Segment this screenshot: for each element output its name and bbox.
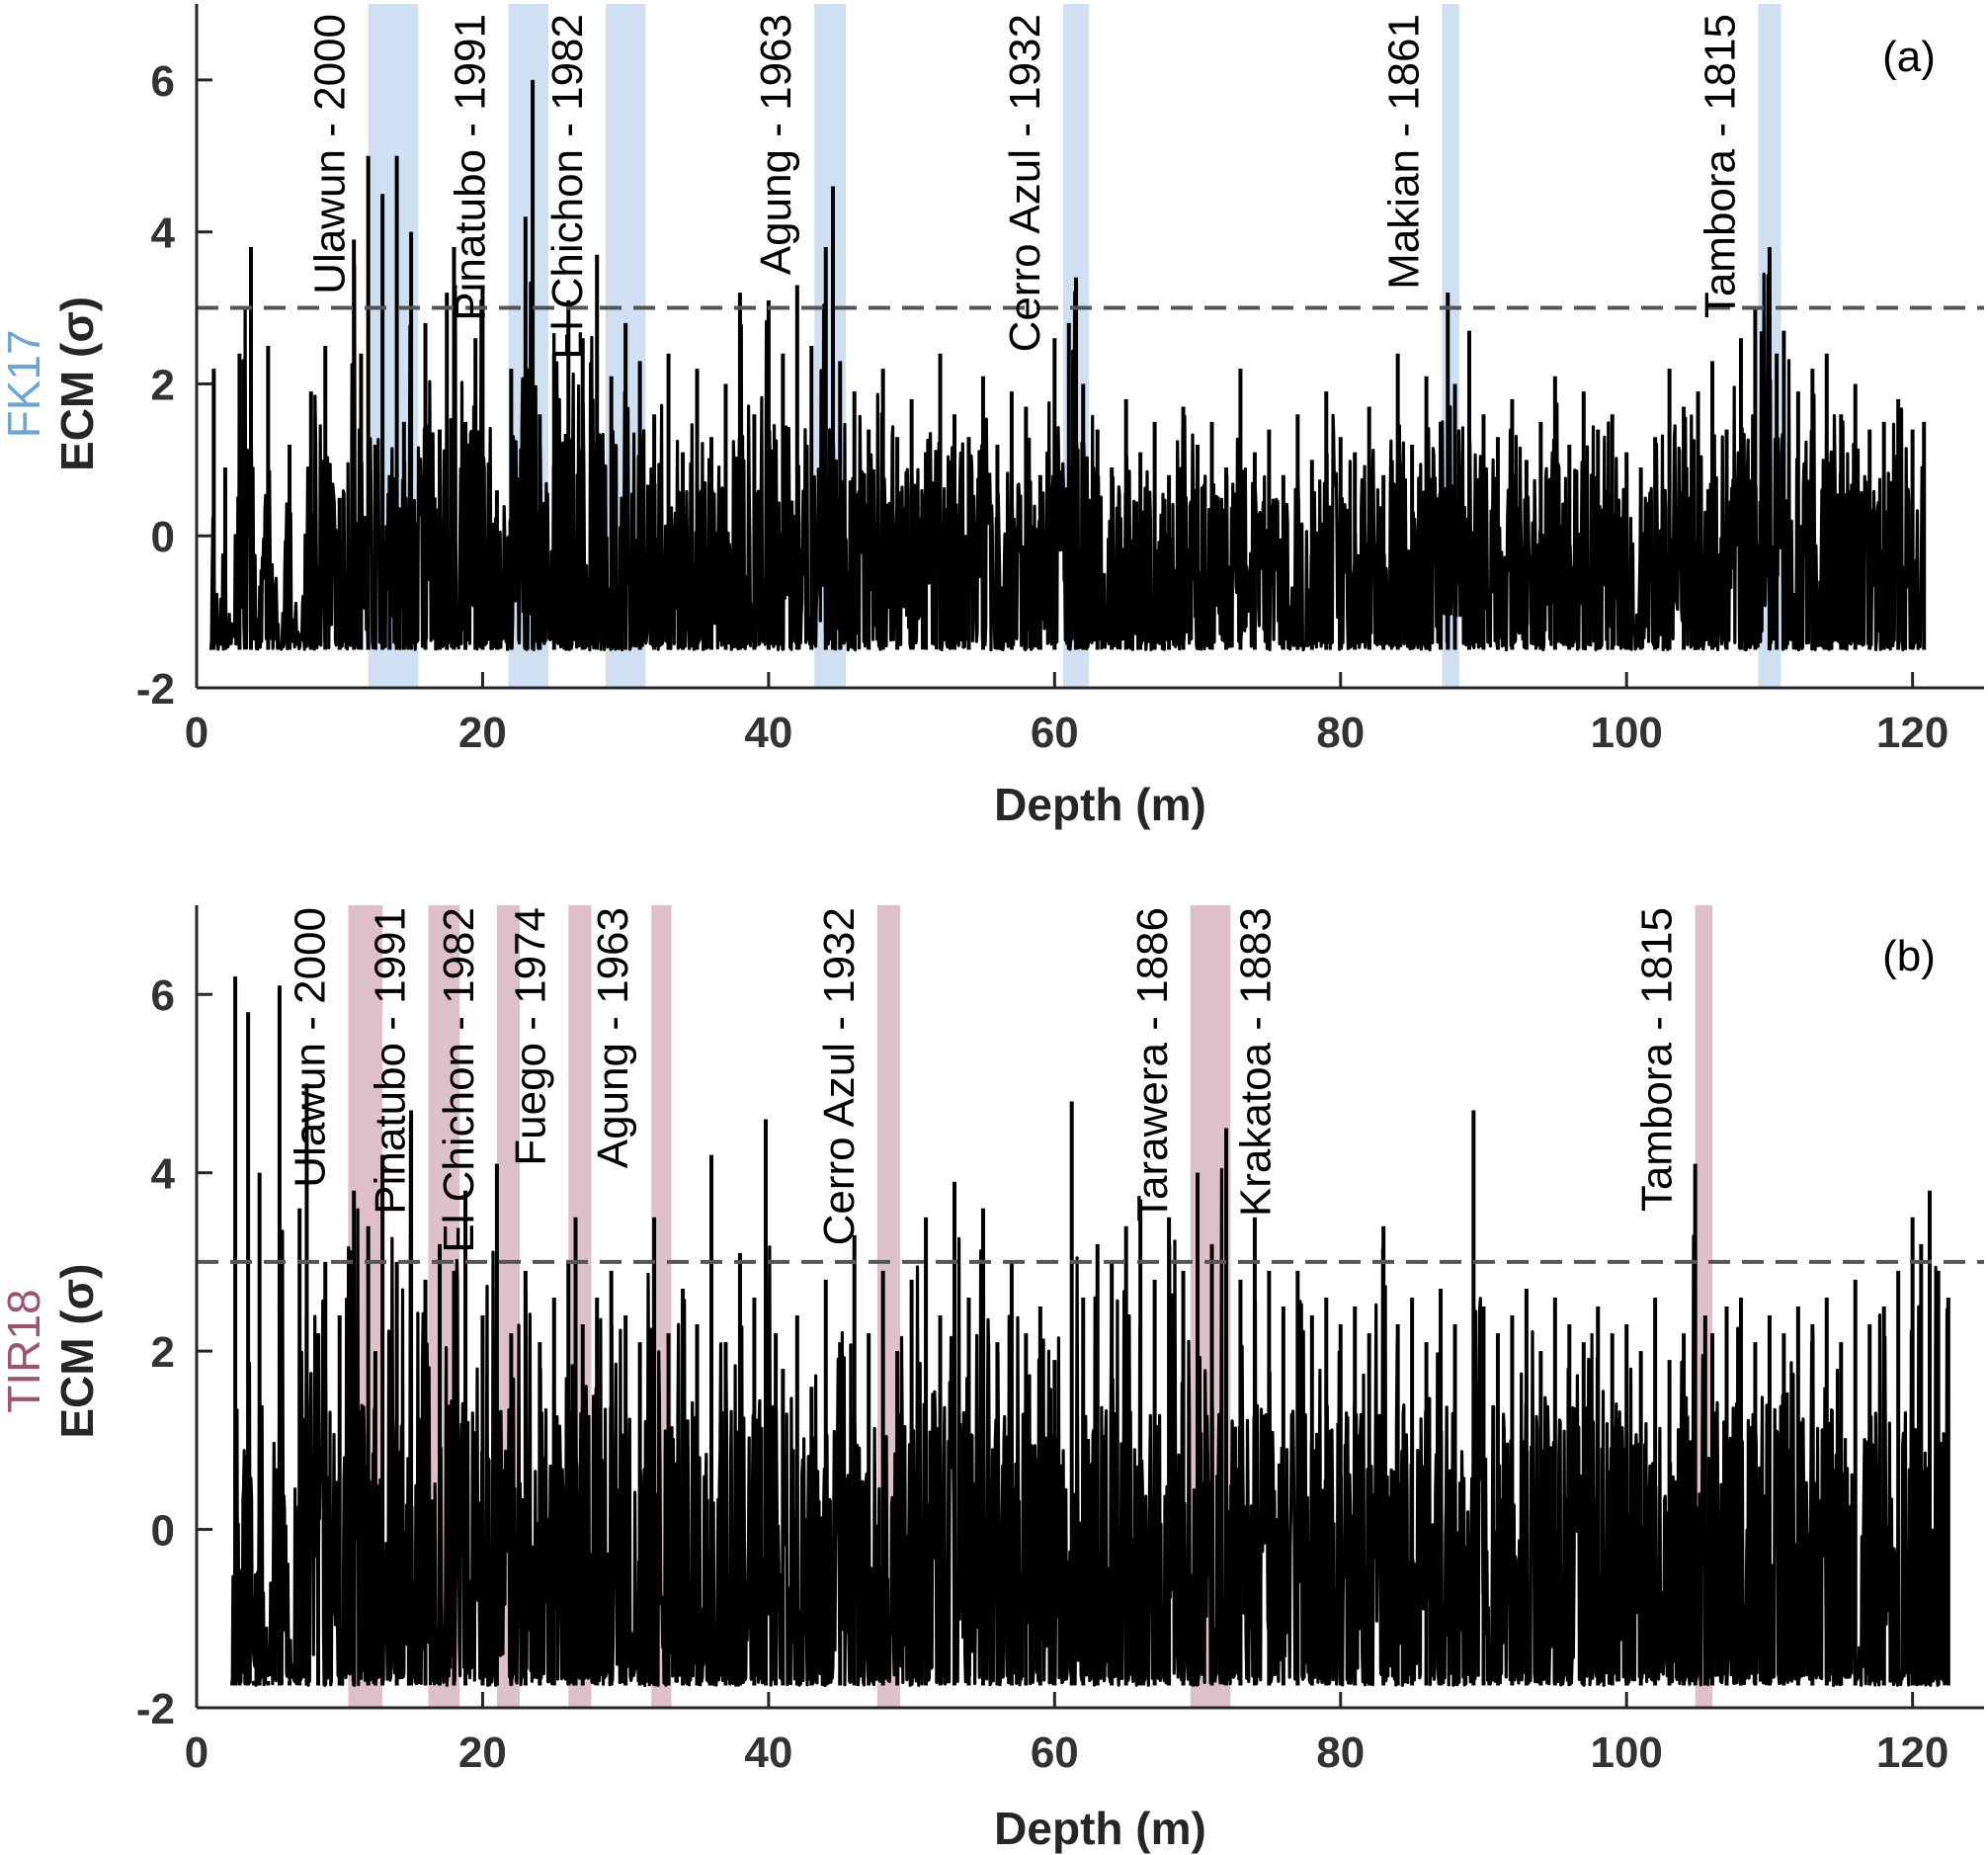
- panel-a-event-label: Agung - 1963: [752, 14, 800, 275]
- panel-a-xtick-label: 60: [1031, 709, 1079, 757]
- panel-b-xtick-label: 40: [744, 1729, 792, 1777]
- panel-b-ytick-label: 2: [151, 1328, 175, 1377]
- panel-a-xtick-label: 40: [744, 709, 792, 757]
- panel-b-xtick-label: 100: [1590, 1729, 1662, 1777]
- panel-b-event-label: Tambora - 1815: [1633, 907, 1682, 1212]
- panel-a-ytick-label: -2: [136, 665, 175, 714]
- panel-a-trace: [208, 79, 1927, 652]
- panel-a-ytick-label: 6: [151, 57, 175, 106]
- panel-b-event-label: Tarawera - 1886: [1128, 907, 1177, 1222]
- panel-b-core-label: TIR18: [0, 1289, 49, 1412]
- panel-b-ytick-label: -2: [136, 1685, 175, 1733]
- panel-b-xlabel: Depth (m): [994, 1803, 1206, 1854]
- panel-b-event-label: Cerro Azul - 1932: [815, 907, 864, 1245]
- panel-a-yticks: -2 0 2 4 6: [136, 57, 212, 714]
- panel-b-yticks: -2 0 2 4 6: [136, 971, 212, 1733]
- panel-a-xtick-label: 20: [458, 709, 507, 757]
- panel-a-event-label: Makian - 1861: [1380, 14, 1429, 290]
- panel-b-event-label: Agung - 1963: [589, 907, 637, 1168]
- panel-a-xtick-label: 0: [185, 709, 208, 757]
- panel-b-event-label: Krakatoa - 1883: [1231, 907, 1280, 1217]
- panel-b-event-label: Fuego - 1974: [506, 907, 554, 1166]
- panel-a-ylabel: ECM (σ): [51, 296, 103, 471]
- panel-b-trace: [230, 976, 1950, 1687]
- panel-a: Ulawun - 2000 Pinatubo - 1991 El Chichon -…: [0, 4, 1984, 830]
- panel-b-event-labels: Ulawun - 2000 Pinatubo - 1991 El Chichon -…: [286, 907, 1681, 1253]
- panel-b-ytick-label: 4: [151, 1150, 176, 1199]
- panel-b-ytick-label: 6: [151, 971, 175, 1020]
- panel-a-xtick-label: 80: [1316, 709, 1365, 757]
- panel-a-ytick-label: 4: [151, 210, 176, 258]
- panel-a-ytick-label: 2: [151, 361, 175, 409]
- panel-a-xtick-label: 100: [1590, 709, 1662, 757]
- panel-a-event-label: Tambora - 1815: [1696, 14, 1744, 318]
- panel-b-xtick-label: 0: [185, 1729, 208, 1777]
- panel-b-axes: [195, 905, 1984, 1710]
- panel-a-ytick-label: 0: [151, 513, 175, 561]
- panel-a-event-label: Pinatubo - 1991: [447, 14, 495, 321]
- panel-b-event-label: Pinatubo - 1991: [366, 907, 414, 1215]
- panel-a-event-label: Cerro Azul - 1932: [1001, 14, 1049, 352]
- panel-a-xticks: 0 20 40 60 80 100 120: [185, 672, 1948, 757]
- panel-b-event-label: El Chichon - 1982: [435, 907, 483, 1253]
- panel-a-tag: (a): [1882, 33, 1936, 81]
- panel-a-xlabel: Depth (m): [994, 779, 1206, 830]
- panel-b-event-label: Ulawun - 2000: [286, 907, 334, 1188]
- panel-b-ylabel: ECM (σ): [51, 1264, 103, 1439]
- panel-a-axes: [195, 4, 1984, 690]
- panel-b-xtick-label: 80: [1316, 1729, 1365, 1777]
- panel-b-tag: (b): [1882, 932, 1936, 980]
- panel-a-event-labels: Ulawun - 2000 Pinatubo - 1991 El Chichon -…: [306, 14, 1745, 360]
- panel-b: Ulawun - 2000 Pinatubo - 1991 El Chichon -…: [0, 905, 1984, 1854]
- panel-b-xticks: 0 20 40 60 80 100 120: [185, 1692, 1948, 1777]
- panel-a-event-label: El Chichon - 1982: [543, 14, 592, 360]
- panel-b-ytick-label: 0: [151, 1507, 175, 1556]
- panel-b-xtick-label: 120: [1876, 1729, 1948, 1777]
- panel-b-xtick-label: 20: [458, 1729, 507, 1777]
- panel-a-xtick-label: 120: [1876, 709, 1948, 757]
- panel-a-core-label: FK17: [0, 329, 49, 438]
- panel-b-ecm-noise: [230, 1120, 1950, 1687]
- panel-b-xtick-label: 60: [1031, 1729, 1079, 1777]
- panel-a-event-label: Ulawun - 2000: [306, 14, 355, 295]
